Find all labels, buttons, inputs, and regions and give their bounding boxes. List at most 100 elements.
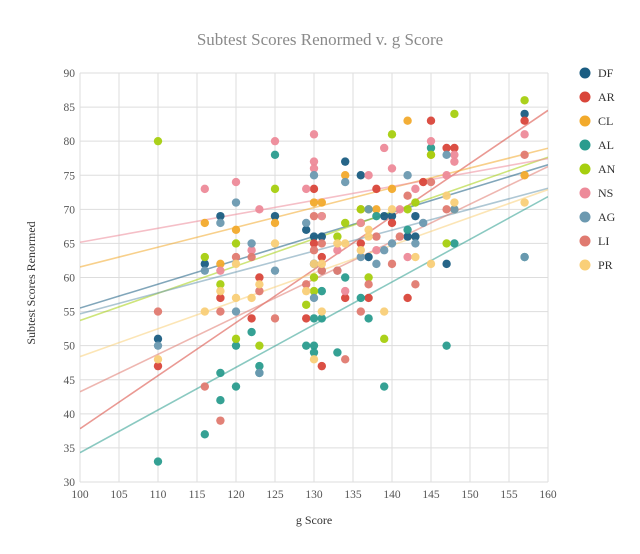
data-point-pr	[450, 198, 459, 207]
data-point-al	[309, 348, 319, 357]
data-point-pr	[387, 205, 397, 214]
legend-label-ag: AG	[598, 210, 616, 224]
data-point-ag	[309, 293, 319, 303]
x-tick-label: 120	[227, 489, 245, 501]
data-point-ag	[270, 266, 280, 275]
data-point-al	[442, 341, 451, 350]
data-point-li	[270, 314, 280, 323]
data-point-ag	[231, 307, 241, 316]
data-point-ag	[255, 368, 264, 378]
data-point-an	[200, 252, 209, 262]
data-point-li	[231, 252, 241, 262]
data-point-li	[364, 280, 373, 289]
trendline-ar	[80, 109, 548, 430]
y-axis-label: Subtest Scores Renormed	[24, 221, 38, 344]
data-point-ar	[364, 293, 373, 303]
data-point-al	[247, 327, 256, 337]
y-tick-label: 75	[64, 170, 76, 182]
data-point-ar	[247, 314, 256, 323]
data-point-df	[387, 211, 397, 221]
trendline-al	[80, 195, 548, 454]
data-point-ar	[442, 143, 451, 153]
data-point-cl	[216, 259, 225, 269]
legend-marker-ns	[579, 187, 591, 199]
legend-label-ns: NS	[598, 186, 613, 200]
data-point-an	[380, 334, 389, 344]
data-point-li	[216, 416, 225, 425]
data-point-ag	[450, 205, 459, 214]
data-point-li	[153, 307, 163, 316]
data-point-ag	[356, 252, 365, 262]
data-point-an	[341, 218, 350, 228]
data-point-li	[247, 252, 256, 262]
data-point-cl	[270, 218, 280, 228]
data-point-al	[341, 273, 350, 282]
data-point-cl	[200, 218, 209, 228]
data-point-ar	[153, 361, 163, 371]
y-axis-ticks: 30 35 40 45 50 55 60 65 70 75 80 85 90	[64, 68, 76, 489]
y-tick-label: 50	[64, 341, 76, 353]
data-point-ns	[450, 150, 459, 159]
x-tick-label: 135	[344, 489, 362, 501]
y-tick-label: 30	[64, 477, 76, 489]
data-point-ag	[302, 218, 311, 228]
data-point-ag	[419, 218, 428, 228]
data-point-cl	[317, 198, 326, 207]
data-point-ar	[309, 239, 319, 248]
data-point-df	[356, 171, 365, 180]
data-point-ns	[302, 184, 311, 194]
data-point-an	[255, 341, 264, 350]
data-point-df	[442, 259, 451, 269]
legend-marker-ar	[579, 91, 591, 103]
x-tick-label: 100	[71, 489, 89, 501]
data-point-ar	[520, 116, 529, 125]
data-point-al	[317, 286, 326, 296]
data-point-ns	[520, 130, 529, 139]
data-point-an	[231, 334, 241, 344]
data-point-li	[387, 259, 397, 269]
data-point-ar	[302, 314, 311, 323]
data-point-al	[302, 341, 311, 350]
data-point-ag	[216, 218, 225, 228]
data-point-ns	[395, 205, 404, 214]
data-point-ns	[216, 266, 225, 275]
y-tick-label: 45	[64, 375, 76, 387]
data-point-al	[200, 430, 209, 439]
legend-label-pr: PR	[598, 258, 613, 272]
y-tick-label: 55	[64, 307, 76, 319]
data-point-al	[255, 361, 264, 371]
data-point-pr	[216, 286, 225, 296]
data-point-pr	[317, 307, 326, 316]
x-tick-label: 155	[500, 489, 518, 501]
data-point-pr	[231, 293, 241, 303]
data-point-al	[317, 314, 326, 323]
y-tick-label: 35	[64, 443, 76, 455]
data-point-an	[387, 130, 397, 139]
data-point-al	[372, 211, 381, 221]
data-point-df	[302, 225, 311, 234]
data-point-ag	[442, 150, 451, 159]
y-tick-label: 85	[64, 102, 76, 114]
data-point-li	[341, 355, 350, 364]
data-point-ar	[387, 218, 397, 228]
data-point-an	[442, 239, 451, 248]
data-point-ar	[309, 184, 319, 194]
legend-label-an: AN	[598, 162, 616, 176]
x-tick-label: 115	[189, 489, 206, 501]
x-tick-label: 160	[539, 489, 557, 501]
data-point-pr	[364, 225, 373, 234]
y-tick-label: 40	[64, 409, 76, 421]
data-points	[153, 96, 529, 466]
data-point-ag	[309, 171, 319, 180]
data-point-df	[153, 334, 163, 344]
data-point-an	[411, 198, 420, 207]
data-point-cl	[231, 225, 241, 234]
data-point-li	[372, 232, 381, 241]
legend-label-li: LI	[598, 234, 609, 248]
data-point-al	[216, 396, 225, 405]
data-point-ns	[442, 171, 451, 180]
data-point-df	[380, 211, 389, 221]
data-point-li	[356, 307, 365, 316]
data-point-li	[302, 280, 311, 289]
data-point-pr	[200, 307, 209, 316]
